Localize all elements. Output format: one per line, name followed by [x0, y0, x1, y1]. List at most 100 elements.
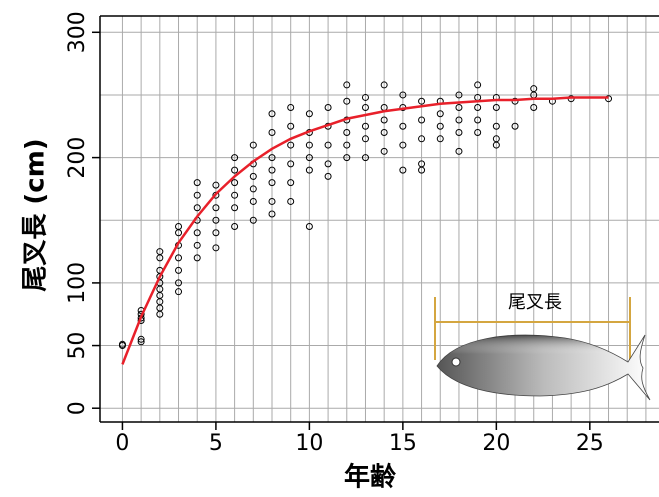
data-point: [380, 116, 388, 124]
x-tick-label: 25: [576, 431, 604, 456]
data-point: [137, 335, 145, 343]
fit-curve: [121, 96, 609, 365]
data-point: [399, 141, 407, 149]
data-point: [492, 135, 500, 143]
data-point: [305, 154, 313, 162]
data-point: [455, 103, 463, 111]
y-axis-label: 尾叉長 (cm): [21, 138, 51, 291]
data-point: [399, 166, 407, 174]
y-tick-label: 300: [65, 11, 90, 53]
data-point: [268, 210, 276, 218]
data-point: [305, 223, 313, 231]
data-point: [511, 97, 519, 105]
data-point: [212, 216, 220, 224]
data-point: [530, 85, 538, 93]
data-point: [193, 204, 201, 212]
data-point: [324, 172, 332, 180]
data-point: [212, 181, 220, 189]
data-point: [175, 288, 183, 296]
data-point: [287, 197, 295, 205]
data-point: [193, 254, 201, 262]
marks: [118, 81, 613, 365]
data-point: [399, 122, 407, 130]
data-point: [343, 141, 351, 149]
data-point: [231, 166, 239, 174]
data-point: [418, 160, 426, 168]
x-tick-label: 0: [115, 431, 129, 456]
data-point: [212, 244, 220, 252]
data-point: [399, 91, 407, 99]
data-point: [474, 103, 482, 111]
data-point: [268, 166, 276, 174]
y-tick-label: 100: [65, 262, 90, 304]
data-point: [418, 116, 426, 124]
data-point: [343, 154, 351, 162]
data-point: [324, 160, 332, 168]
x-tick-label: 20: [482, 431, 510, 456]
data-point: [212, 191, 220, 199]
data-point: [418, 97, 426, 105]
fish-inset: 尾叉長: [434, 292, 651, 401]
data-point: [492, 103, 500, 111]
data-point: [455, 91, 463, 99]
y-tick-label: 200: [65, 137, 90, 179]
data-point: [193, 229, 201, 237]
data-point: [231, 191, 239, 199]
data-point: [249, 172, 257, 180]
data-point: [249, 197, 257, 205]
x-axis-label: 年齢: [344, 462, 397, 493]
data-point: [455, 116, 463, 124]
data-point: [436, 135, 444, 143]
data-point: [175, 266, 183, 274]
data-point: [474, 129, 482, 137]
data-point: [380, 147, 388, 155]
data-point: [231, 154, 239, 162]
data-point: [380, 81, 388, 89]
data-point: [212, 204, 220, 212]
data-point: [305, 110, 313, 118]
data-point: [268, 179, 276, 187]
fish-back: [437, 335, 628, 367]
data-point: [436, 122, 444, 130]
data-point: [455, 147, 463, 155]
data-point: [268, 110, 276, 118]
data-point: [249, 216, 257, 224]
data-point: [287, 122, 295, 130]
data-point: [231, 204, 239, 212]
data-point: [287, 141, 295, 149]
data-point: [287, 179, 295, 187]
data-point: [605, 95, 613, 103]
data-point: [175, 279, 183, 287]
inset-label: 尾叉長: [508, 292, 562, 313]
data-point: [474, 116, 482, 124]
data-point: [361, 122, 369, 130]
data-point: [324, 141, 332, 149]
y-tick-label: 0: [65, 401, 90, 415]
data-point: [436, 110, 444, 118]
data-point: [268, 129, 276, 137]
data-point: [474, 81, 482, 89]
data-point: [249, 141, 257, 149]
fish-eye: [451, 357, 461, 367]
data-point: [137, 338, 145, 346]
x-tick-label: 5: [209, 431, 223, 456]
data-point: [175, 254, 183, 262]
data-point: [343, 129, 351, 137]
data-point: [212, 229, 220, 237]
data-point: [361, 93, 369, 101]
data-point: [492, 122, 500, 130]
data-point: [193, 179, 201, 187]
data-point: [305, 141, 313, 149]
data-point: [380, 129, 388, 137]
x-tick-label: 10: [295, 431, 323, 456]
data-point: [193, 191, 201, 199]
data-point: [268, 154, 276, 162]
data-point: [455, 129, 463, 137]
data-point: [530, 103, 538, 111]
y-tick-label: 50: [65, 332, 90, 360]
data-point: [324, 103, 332, 111]
data-point: [343, 81, 351, 89]
data-point: [287, 160, 295, 168]
data-point: [361, 154, 369, 162]
